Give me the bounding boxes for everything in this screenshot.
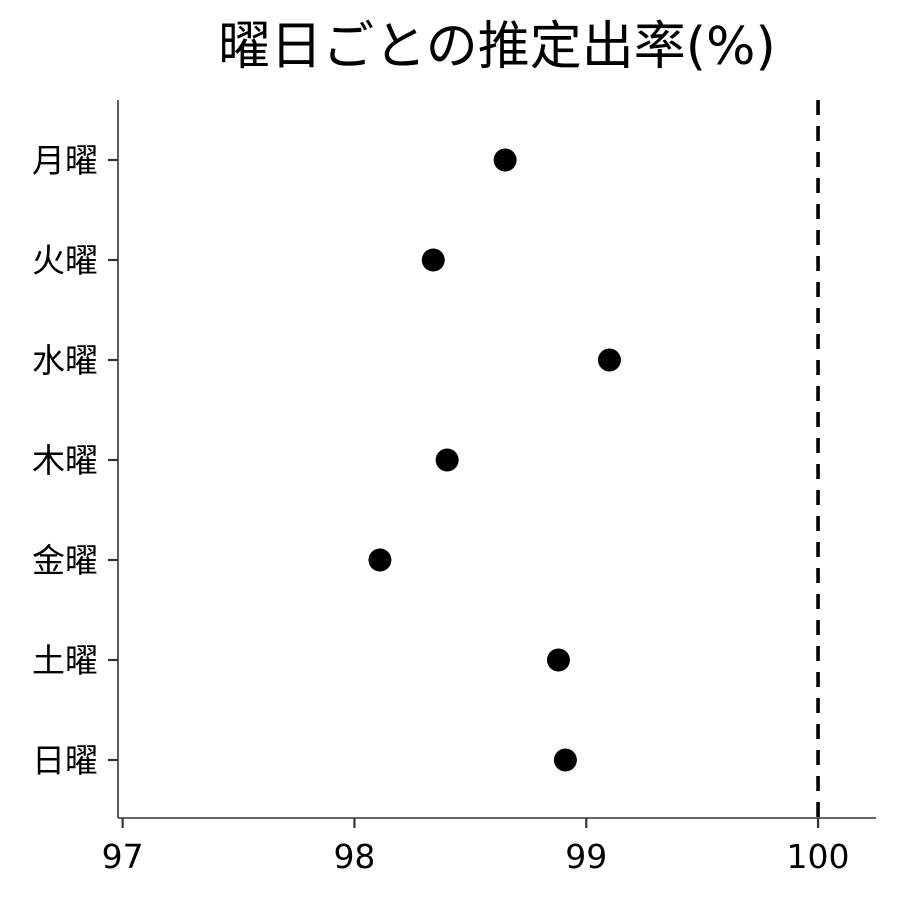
y-tick-label: 木曜: [32, 441, 98, 480]
y-tick-label: 月曜: [32, 141, 98, 180]
data-point: [421, 248, 445, 272]
data-point: [368, 548, 392, 572]
y-tick-label: 土曜: [32, 641, 98, 680]
data-point: [553, 748, 577, 772]
data-points: [368, 148, 621, 772]
x-tick-label: 100: [787, 837, 850, 876]
x-tick-label: 99: [565, 837, 607, 876]
x-tick-label: 98: [333, 837, 375, 876]
y-tick-label: 日曜: [32, 741, 98, 780]
chart-title: 曜日ごとの推定出率(%): [218, 17, 775, 77]
x-tick-label: 97: [102, 837, 144, 876]
y-tick-label: 金曜: [32, 541, 98, 580]
data-point: [546, 648, 570, 672]
y-tick-label: 水曜: [32, 341, 98, 380]
data-point: [597, 348, 621, 372]
data-point: [435, 448, 459, 472]
y-tick-label: 火曜: [32, 241, 98, 280]
data-point: [493, 148, 517, 172]
